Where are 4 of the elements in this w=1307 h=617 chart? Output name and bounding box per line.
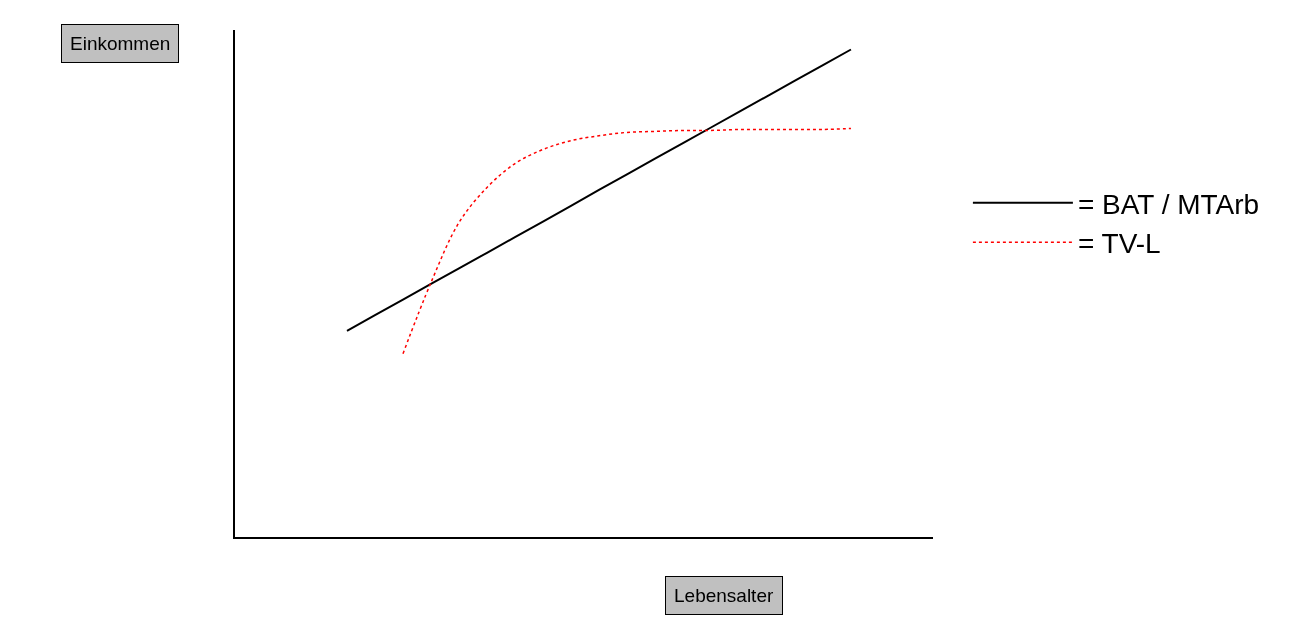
legend-label: = TV-L xyxy=(1077,228,1161,260)
legend-label: = BAT / MTArb xyxy=(1077,188,1260,220)
text: Einkommen xyxy=(70,33,171,54)
x-axis-title: Lebensalter xyxy=(674,585,774,606)
